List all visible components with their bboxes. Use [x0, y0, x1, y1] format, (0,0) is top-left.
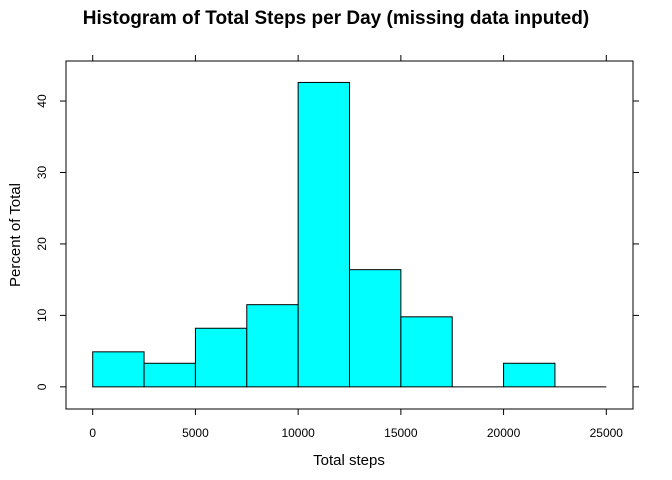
- y-tick-label: 40: [35, 94, 49, 108]
- x-tick-label: 20000: [487, 426, 521, 440]
- x-tick-label: 10000: [281, 426, 315, 440]
- plot-frame: [65, 60, 634, 410]
- x-axis-label: Total steps: [313, 452, 385, 469]
- histogram-bar: [297, 81, 350, 388]
- chart-title: Histogram of Total Steps per Day (missin…: [83, 8, 589, 29]
- histogram-bar: [194, 327, 248, 388]
- histogram-bar: [92, 351, 145, 388]
- y-tick-label: 0: [35, 383, 49, 390]
- y-tick-label: 30: [35, 165, 49, 179]
- histogram-bars: [92, 81, 607, 388]
- y-tick-label: 10: [35, 308, 49, 322]
- histogram-bar: [143, 362, 196, 388]
- histogram-bar: [503, 362, 556, 388]
- x-tick-label: 25000: [590, 426, 624, 440]
- x-tick-label: 0: [89, 426, 96, 440]
- x-tick-label: 5000: [182, 426, 209, 440]
- y-axis: 0 10 20 30 40: [35, 94, 639, 390]
- x-axis: 0 5000 10000 15000 20000 25000: [89, 55, 623, 440]
- histogram-bar: [400, 316, 453, 388]
- y-tick-label: 20: [35, 237, 49, 251]
- x-tick-label: 15000: [384, 426, 418, 440]
- histogram-bar: [246, 304, 299, 388]
- histogram-bar: [349, 269, 402, 388]
- y-axis-label: Percent of Total: [7, 183, 24, 287]
